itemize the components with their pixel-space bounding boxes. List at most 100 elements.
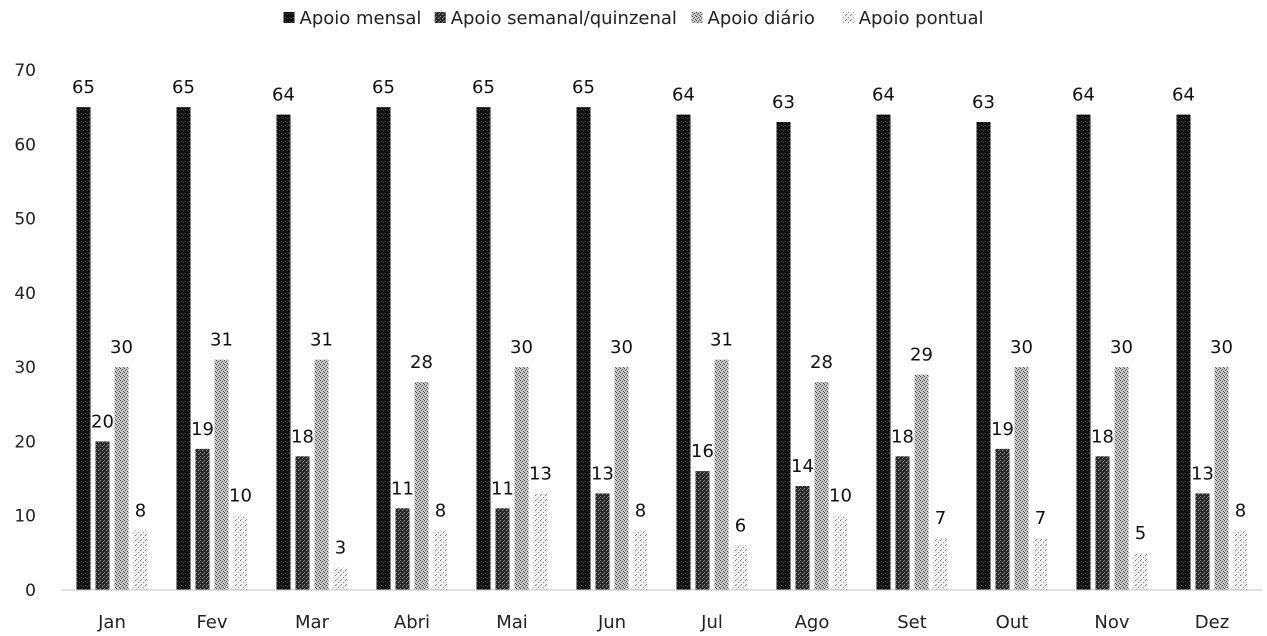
bar-dez-series-0 xyxy=(1176,114,1191,591)
bar-mar-series-3 xyxy=(333,567,348,590)
data-label: 28 xyxy=(810,352,833,373)
x-tick-label: Ago xyxy=(795,612,830,633)
y-tick-label: 30 xyxy=(14,358,36,378)
data-label: 64 xyxy=(1172,85,1195,106)
bar-set-series-0 xyxy=(876,114,891,591)
data-label: 31 xyxy=(210,330,233,351)
bar-ago-series-0 xyxy=(776,122,791,590)
bar-dez-series-3 xyxy=(1233,530,1248,590)
data-label: 19 xyxy=(991,419,1014,440)
data-label: 8 xyxy=(635,501,646,522)
data-label: 65 xyxy=(572,77,595,98)
legend-label: Apoio diário xyxy=(708,8,815,29)
data-label: 8 xyxy=(135,501,146,522)
bar-out-series-0 xyxy=(976,122,991,590)
bar-mai-series-1 xyxy=(495,508,510,590)
data-label: 28 xyxy=(410,352,433,373)
data-label: 14 xyxy=(791,456,814,477)
bar-abri-series-2 xyxy=(414,382,429,590)
data-label: 65 xyxy=(472,77,495,98)
bar-mai-series-2 xyxy=(514,367,529,590)
x-tick-label: Jan xyxy=(97,612,126,633)
data-label: 30 xyxy=(110,337,133,358)
bar-abri-series-3 xyxy=(433,530,448,590)
bar-mai-series-3 xyxy=(533,493,548,590)
x-tick-label: Jun xyxy=(597,612,626,633)
legend-label: Apoio semanal/quinzenal xyxy=(451,8,677,29)
data-label: 63 xyxy=(772,92,795,113)
y-axis: 0 10 20 30 40 50 60 70 xyxy=(14,61,36,601)
legend-label: Apoio pontual xyxy=(859,8,984,29)
data-label: 11 xyxy=(491,478,514,499)
bar-nov-series-1 xyxy=(1095,456,1110,590)
bar-mar-series-0 xyxy=(276,114,291,591)
bar-nov-series-3 xyxy=(1133,552,1148,590)
data-label: 13 xyxy=(591,463,614,484)
data-label: 20 xyxy=(91,411,114,432)
bar-jan-series-0 xyxy=(76,107,91,591)
legend-swatch xyxy=(691,12,703,23)
data-label: 63 xyxy=(972,92,995,113)
bar-dez-series-1 xyxy=(1195,493,1210,590)
data-label: 31 xyxy=(710,330,733,351)
data-label: 18 xyxy=(891,426,914,447)
data-label: 8 xyxy=(1235,501,1246,522)
data-label: 18 xyxy=(291,426,314,447)
data-label: 64 xyxy=(272,85,295,106)
x-tick-label: Dez xyxy=(1195,612,1229,633)
bar-set-series-1 xyxy=(895,456,910,590)
x-tick-label: Fev xyxy=(196,612,227,633)
y-tick-label: 0 xyxy=(25,581,36,601)
legend-swatch xyxy=(434,12,446,23)
legend: Apoio mensal Apoio semanal/quinzenal Apoio… xyxy=(283,8,984,29)
bar-dez-series-2 xyxy=(1214,367,1229,590)
bar-mai-series-0 xyxy=(476,107,491,591)
data-label: 10 xyxy=(229,486,252,507)
bar-out-series-2 xyxy=(1014,367,1029,590)
bar-out-series-3 xyxy=(1033,538,1048,590)
data-label: 65 xyxy=(172,77,195,98)
bar-jun-series-0 xyxy=(576,107,591,591)
data-label: 18 xyxy=(1091,426,1114,447)
x-axis: Jan Fev Mar Abri Mai Jun Jul Ago Set Out Nov Dez xyxy=(62,589,1262,633)
data-label: 29 xyxy=(910,345,933,366)
x-tick-label: Mai xyxy=(496,612,528,633)
bar-fev-series-2 xyxy=(214,359,229,590)
bar-jul-series-2 xyxy=(714,359,729,590)
bar-ago-series-2 xyxy=(814,382,829,590)
bar-mar-series-1 xyxy=(295,456,310,590)
data-label: 8 xyxy=(435,501,446,522)
y-tick-label: 10 xyxy=(14,507,36,527)
x-tick-label: Nov xyxy=(1094,612,1129,633)
data-label: 13 xyxy=(1191,463,1214,484)
bar-fev-series-1 xyxy=(195,448,210,590)
data-label: 6 xyxy=(735,515,746,536)
y-tick-label: 50 xyxy=(14,210,36,230)
data-label: 16 xyxy=(691,441,714,462)
bar-abri-series-0 xyxy=(376,107,391,591)
bar-ago-series-1 xyxy=(795,486,810,590)
bar-jul-series-3 xyxy=(733,545,748,590)
bar-abri-series-1 xyxy=(395,508,410,590)
data-label: 30 xyxy=(510,337,533,358)
x-tick-label: Abri xyxy=(394,612,430,633)
data-label: 30 xyxy=(610,337,633,358)
bar-set-series-2 xyxy=(914,374,929,590)
bar-nov-series-2 xyxy=(1114,367,1129,590)
bar-jan-series-3 xyxy=(133,530,148,590)
legend-swatch xyxy=(283,12,295,23)
data-label: 30 xyxy=(1110,337,1133,358)
bar-jul-series-0 xyxy=(676,114,691,591)
bar-out-series-1 xyxy=(995,448,1010,590)
y-tick-label: 70 xyxy=(14,61,36,81)
data-label: 7 xyxy=(935,508,946,529)
bar-fev-series-3 xyxy=(233,515,248,590)
legend-swatch xyxy=(842,12,854,23)
bar-nov-series-0 xyxy=(1076,114,1091,591)
y-tick-label: 40 xyxy=(14,284,36,304)
data-label: 64 xyxy=(672,85,695,106)
x-tick-label: Mar xyxy=(295,612,330,633)
data-label: 30 xyxy=(1010,337,1033,358)
data-label: 10 xyxy=(829,486,852,507)
bar-jun-series-3 xyxy=(633,530,648,590)
